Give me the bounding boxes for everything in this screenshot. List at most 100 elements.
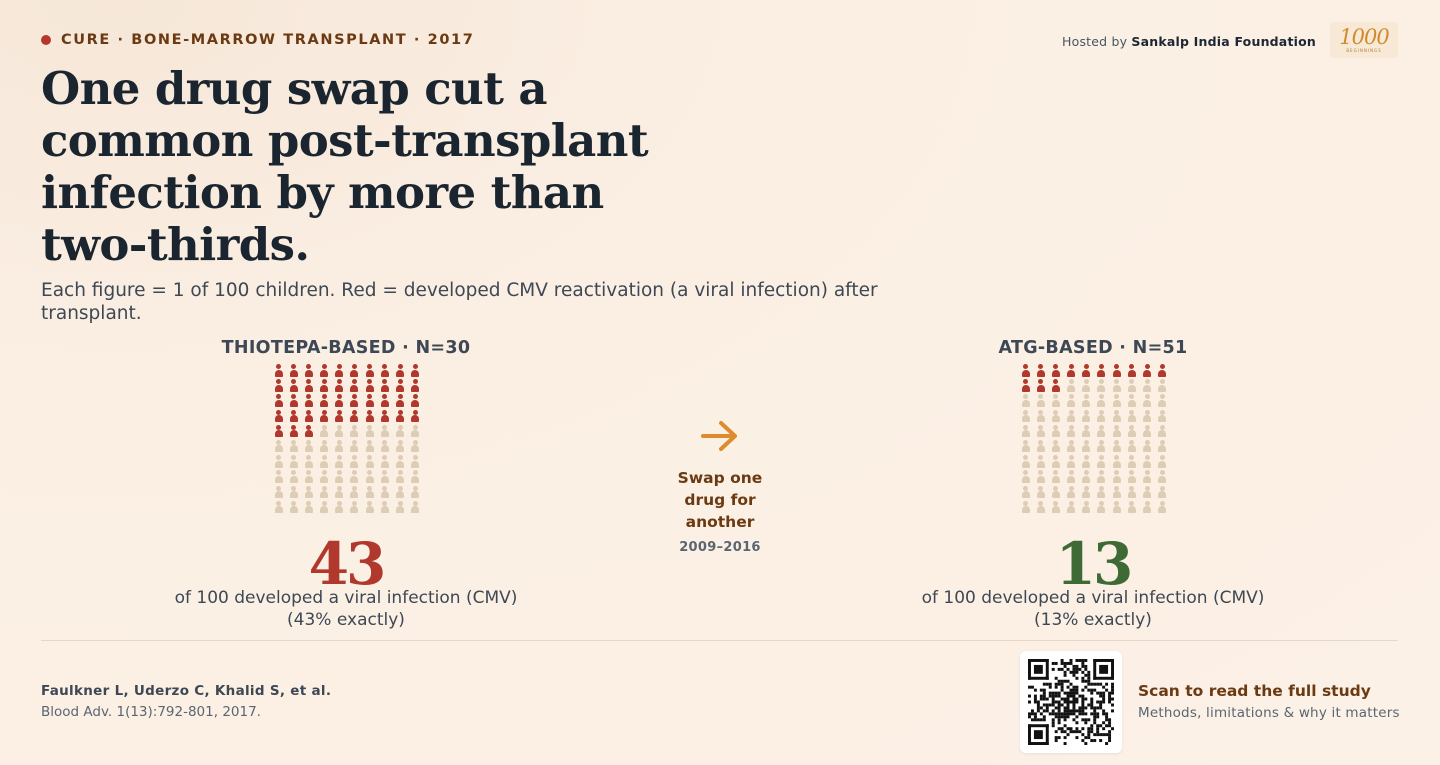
person-infected-icon [393,364,408,379]
scan-title: Scan to read the full study [1138,682,1371,700]
caption-atg: of 100 developed a viral infection (CMV)… [893,587,1293,631]
person-infected-icon [393,409,408,425]
big-number-atg: 13 [1055,530,1134,598]
person-infected-icon [286,394,301,409]
person-infected-icon [332,409,347,425]
person-infected-icon [1018,364,1033,379]
person-icon [1109,424,1124,440]
person-icon [1155,409,1170,425]
person-infected-icon [271,394,286,409]
person-icon [347,439,362,455]
person-icon [362,424,377,440]
person-icon [1048,409,1063,425]
person-icon [286,485,301,501]
person-icon [1018,470,1033,485]
person-icon [347,455,362,470]
person-infected-icon [393,394,408,409]
person-icon [1124,485,1139,501]
person-icon [1079,485,1094,501]
person-icon [317,500,332,516]
person-icon [1048,455,1063,470]
person-icon [408,424,423,440]
person-infected-icon [271,379,286,394]
person-icon [347,500,362,516]
hosted-prefix: Hosted by [1062,34,1128,49]
person-icon [1155,485,1170,501]
person-infected-icon [347,364,362,379]
person-icon [1155,470,1170,485]
person-icon [1079,379,1094,394]
person-icon [408,455,423,470]
person-icon [1079,500,1094,516]
person-icon [317,470,332,485]
person-infected-icon [301,424,316,440]
person-infected-icon [317,409,332,425]
person-icon [1109,409,1124,425]
person-icon [1155,500,1170,516]
person-icon [1094,379,1109,394]
person-icon [1094,394,1109,409]
person-icon [332,455,347,470]
person-infected-icon [271,409,286,425]
hosted-org: Sankalp India Foundation [1131,34,1316,49]
person-icon [377,455,392,470]
person-icon [1140,439,1155,455]
person-icon [1109,500,1124,516]
person-infected-icon [286,364,301,379]
person-icon [1018,500,1033,516]
person-infected-icon [1033,379,1048,394]
person-icon [301,485,316,501]
person-infected-icon [332,394,347,409]
person-icon [1064,424,1079,440]
person-icon [1033,485,1048,501]
person-infected-icon [408,394,423,409]
person-icon [408,470,423,485]
person-infected-icon [408,379,423,394]
person-icon [1109,394,1124,409]
person-icon [1124,394,1139,409]
person-icon [1048,424,1063,440]
person-icon [377,500,392,516]
person-infected-icon [301,379,316,394]
qr-code[interactable] [1020,651,1122,753]
person-icon [1048,470,1063,485]
person-infected-icon [1155,364,1170,379]
person-infected-icon [271,424,286,440]
person-icon [1033,439,1048,455]
person-icon [1018,424,1033,440]
person-icon [1140,500,1155,516]
person-icon [1155,379,1170,394]
eyebrow-text: CURE · BONE-MARROW TRANSPLANT · 2017 [61,32,475,48]
eyebrow: CURE · BONE-MARROW TRANSPLANT · 2017 [41,32,474,48]
person-icon [347,424,362,440]
person-icon [362,455,377,470]
person-icon [1109,379,1124,394]
person-icon [1140,455,1155,470]
person-icon [1048,394,1063,409]
person-icon [1033,470,1048,485]
caption-line-1: of 100 developed a viral infection (CMV) [921,588,1265,608]
person-infected-icon [347,379,362,394]
citation-journal: Blood Adv. 1(13):792-801, 2017. [41,704,261,720]
person-icon [1064,409,1079,425]
person-icon [1064,455,1079,470]
person-icon [1109,470,1124,485]
scan-subtitle: Methods, limitations & why it matters [1138,705,1400,721]
person-icon [1109,485,1124,501]
person-icon [1094,439,1109,455]
person-icon [362,500,377,516]
person-icon [1064,439,1079,455]
arrow-right-icon [701,421,737,451]
person-icon [1079,394,1094,409]
qr-code-icon [1028,659,1114,745]
person-icon [1018,394,1033,409]
person-infected-icon [271,364,286,379]
person-icon [271,500,286,516]
person-icon [271,439,286,455]
person-icon [1018,455,1033,470]
person-icon [1155,439,1170,455]
person-icon [362,485,377,501]
logo-number: 1000 [1339,25,1389,49]
person-infected-icon [332,364,347,379]
person-icon [377,470,392,485]
